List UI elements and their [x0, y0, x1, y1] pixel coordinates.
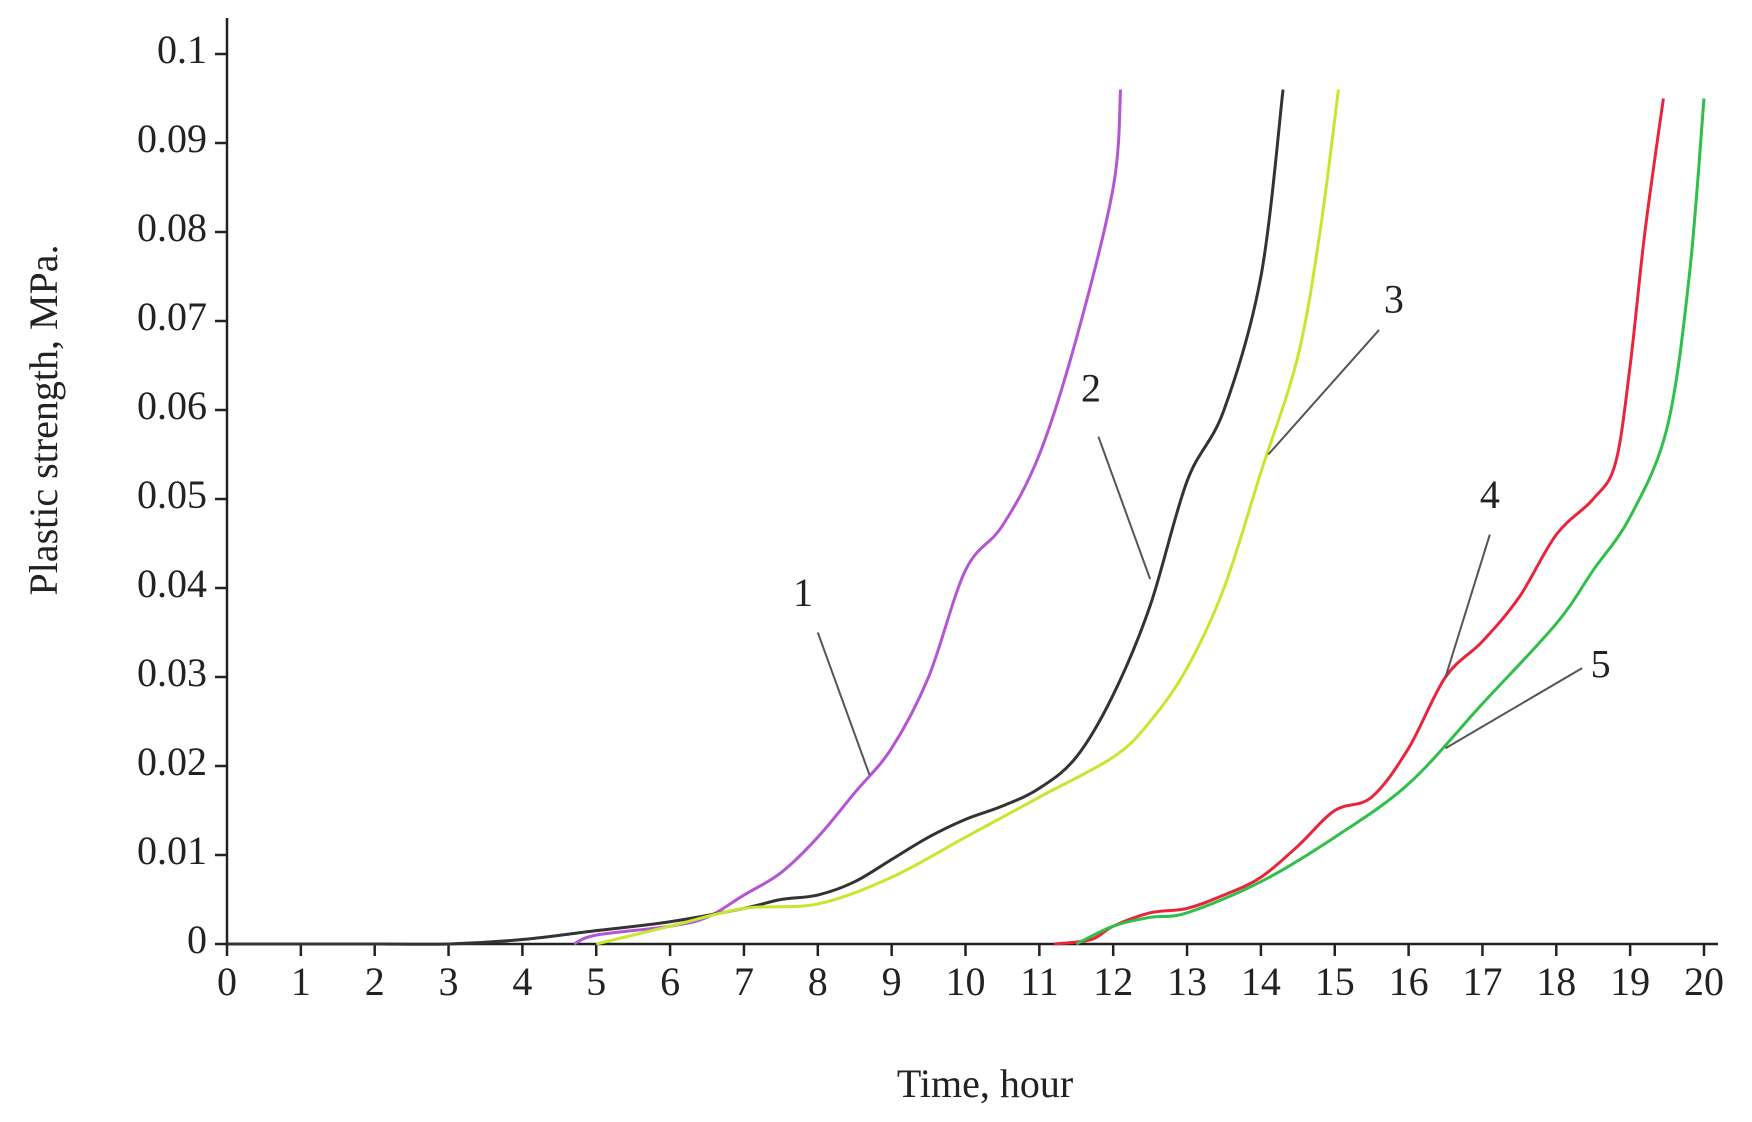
leader-line [816, 632, 871, 776]
series-line [595, 89, 1340, 946]
y-axis-label: Plastic strength, MPa. [21, 244, 66, 595]
x-tick-label: 8 [808, 959, 828, 1004]
legend-label: 2 [1081, 365, 1101, 410]
leader-line [1097, 436, 1152, 580]
x-tick-label: 17 [1462, 959, 1502, 1004]
x-tick-label: 11 [1020, 959, 1059, 1004]
x-tick-label: 2 [365, 959, 385, 1004]
x-axis-label: Time, hour [897, 1061, 1073, 1106]
legend-label: 4 [1480, 472, 1500, 517]
leader-line [1444, 534, 1491, 678]
x-tick-label: 13 [1167, 959, 1207, 1004]
y-tick-label: 0.07 [137, 294, 207, 339]
x-tick-label: 0 [217, 959, 237, 1004]
series-line [573, 89, 1123, 946]
leader-line [1445, 667, 1583, 750]
x-tick-label: 15 [1315, 959, 1355, 1004]
y-tick-label: 0.04 [137, 561, 207, 606]
x-tick-label: 19 [1610, 959, 1650, 1004]
y-tick-label: 0.06 [137, 383, 207, 428]
x-tick-label: 10 [946, 959, 986, 1004]
legend-label: 5 [1591, 641, 1611, 686]
x-tick-label: 4 [512, 959, 532, 1004]
x-tick-label: 7 [734, 959, 754, 1004]
series-line [227, 89, 1285, 946]
series-line [1075, 98, 1706, 946]
y-tick-label: 0.03 [137, 650, 207, 695]
series-line [1053, 98, 1665, 946]
y-tick-label: 0.05 [137, 472, 207, 517]
y-tick-label: 0.02 [137, 739, 207, 784]
y-tick-label: 0.01 [137, 828, 207, 873]
x-tick-label: 5 [586, 959, 606, 1004]
x-tick-label: 12 [1093, 959, 1133, 1004]
y-tick-label: 0.1 [157, 27, 207, 72]
x-tick-label: 14 [1241, 959, 1281, 1004]
legend-label: 3 [1384, 276, 1404, 321]
x-tick-label: 9 [882, 959, 902, 1004]
y-tick-label: 0.09 [137, 116, 207, 161]
x-tick-label: 6 [660, 959, 680, 1004]
legend-label: 1 [793, 570, 813, 615]
x-tick-label: 18 [1536, 959, 1576, 1004]
x-tick-label: 3 [439, 959, 459, 1004]
leader-line [1267, 329, 1380, 456]
x-tick-label: 16 [1389, 959, 1429, 1004]
y-tick-label: 0 [187, 917, 207, 962]
x-tick-label: 1 [291, 959, 311, 1004]
y-tick-label: 0.08 [137, 205, 207, 250]
x-tick-label: 20 [1684, 959, 1724, 1004]
